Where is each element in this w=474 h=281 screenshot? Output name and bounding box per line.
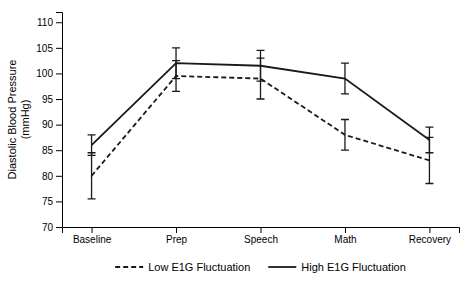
x-tick-mark [261, 227, 262, 233]
y-tick-mark [56, 227, 62, 228]
y-tick-label: 100 [36, 68, 53, 79]
chart: 70 75 80 85 90 95 100 105 110 Baseline Prep Speech M… [0, 0, 474, 281]
y-tick: 75 [42, 196, 62, 207]
y-tick-label: 105 [36, 43, 53, 54]
x-tick-label: Baseline [73, 234, 112, 245]
y-tick-mark [56, 201, 62, 202]
legend-swatch [268, 266, 296, 268]
y-tick-mark [56, 176, 62, 177]
legend-item: Low E1G Fluctuation [115, 261, 250, 273]
y-tick: 95 [42, 94, 62, 105]
x-tick: Baseline [73, 227, 112, 245]
x-tick-mark [92, 227, 93, 233]
error-bar [88, 153, 96, 199]
error-bar [341, 63, 349, 94]
x-tick: Recovery [409, 227, 451, 245]
y-tick-mark [56, 48, 62, 49]
y-tick-label: 95 [42, 94, 54, 105]
legend-label: High E1G Fluctuation [301, 261, 406, 273]
error-bar [172, 48, 180, 79]
x-axis: Baseline Prep Speech Math Recovery [63, 227, 460, 245]
y-tick-label: 80 [42, 171, 54, 182]
error-bar [425, 127, 433, 153]
y-tick-label: 110 [37, 17, 53, 28]
y-tick: 110 [37, 17, 62, 28]
x-tick-label: Prep [166, 234, 188, 245]
y-axis-title-line: (mmHg) [19, 100, 31, 140]
y-tick: 70 [42, 222, 62, 233]
error-bar [88, 135, 96, 155]
series [88, 48, 434, 156]
legend: Low E1G Fluctuation High E1G Fluctuation [115, 261, 406, 273]
y-tick-label: 90 [42, 119, 54, 130]
x-tick-label: Recovery [409, 234, 451, 245]
error-bar [257, 50, 265, 81]
y-tick: 105 [36, 43, 62, 54]
marks [88, 48, 434, 199]
y-tick: 85 [42, 145, 62, 156]
x-tick-mark [429, 227, 430, 233]
x-tick-label: Speech [244, 234, 278, 245]
x-tick: Math [334, 227, 356, 245]
y-tick-mark [56, 150, 62, 151]
y-axis-title: Diastolic Blood Pressure(mmHg) [6, 60, 31, 180]
y-axis-line [56, 13, 63, 228]
y-axis: 70 75 80 85 90 95 100 105 110 [36, 13, 62, 233]
x-tick: Prep [166, 227, 188, 245]
plot: 70 75 80 85 90 95 100 105 110 Baseline Prep Speech M… [36, 13, 459, 246]
y-tick-label: 85 [42, 145, 54, 156]
y-tick: 80 [42, 171, 62, 182]
y-tick: 90 [42, 119, 62, 130]
y-tick-mark [56, 125, 62, 126]
x-tick-label: Math [334, 234, 356, 245]
error-bar [341, 120, 349, 151]
y-tick-mark [56, 73, 62, 74]
legend-label: Low E1G Fluctuation [148, 261, 250, 273]
x-tick-mark [345, 227, 346, 233]
x-tick-mark [176, 227, 177, 233]
y-tick-mark [56, 22, 62, 23]
x-axis-line [63, 228, 460, 234]
y-tick: 100 [36, 68, 62, 79]
y-tick-label: 75 [42, 196, 54, 207]
legend-swatch [115, 266, 143, 268]
legend-item: High E1G Fluctuation [268, 261, 406, 273]
x-tick: Speech [244, 227, 278, 245]
y-tick-mark [56, 99, 62, 100]
y-axis-title-line: Diastolic Blood Pressure [6, 60, 18, 180]
y-tick-label: 70 [42, 222, 54, 233]
